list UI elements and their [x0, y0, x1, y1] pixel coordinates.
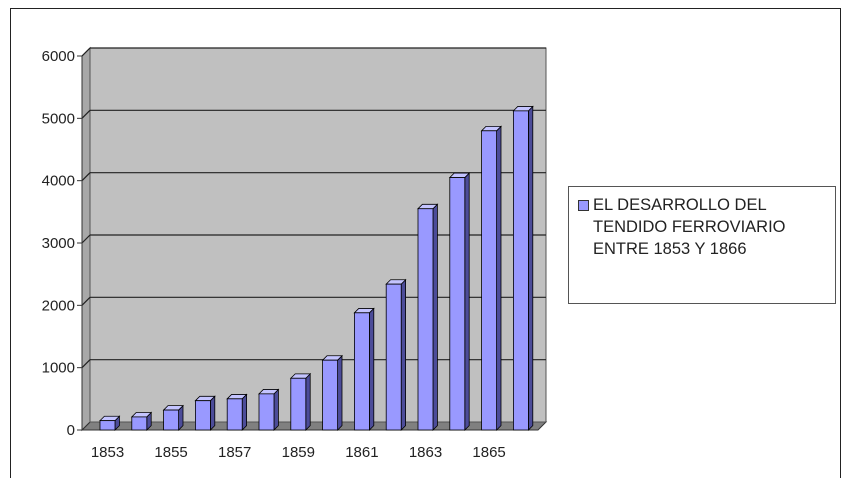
- bar-1855: [162, 404, 184, 431]
- bar-1863: [417, 203, 439, 431]
- bar-front: [353, 312, 370, 431]
- gridline-side: [81, 296, 91, 306]
- y-tick-label: 4000: [42, 173, 75, 190]
- bar-side: [400, 278, 407, 431]
- y-tick-label: 5000: [42, 110, 75, 127]
- plot-area: [80, 46, 548, 432]
- bar-side: [273, 388, 279, 431]
- y-tick-label: 2000: [42, 297, 75, 314]
- plot-floor: [80, 421, 548, 431]
- y-tick-label: 3000: [42, 235, 75, 252]
- bar-1858: [258, 388, 280, 431]
- bar-1866: [512, 105, 534, 431]
- x-tick-label: 1853: [91, 444, 124, 461]
- bar-front: [226, 398, 243, 431]
- y-tick-label: 1000: [42, 360, 75, 377]
- bar-front: [163, 409, 180, 431]
- gridline-side: [81, 47, 91, 57]
- x-tick-label: 1859: [282, 444, 315, 461]
- bar-front: [322, 359, 339, 431]
- x-tick-label: 1863: [409, 444, 442, 461]
- x-tick-label: 1865: [472, 444, 505, 461]
- bar-front: [385, 283, 402, 431]
- bar-front: [481, 130, 498, 431]
- bar-1864: [448, 172, 471, 431]
- bar-side: [464, 172, 470, 431]
- bar-1865: [480, 125, 502, 431]
- x-tick-label: 1855: [154, 444, 187, 461]
- bar-1861: [353, 307, 375, 431]
- bar-side: [241, 393, 248, 431]
- gridline-side: [81, 234, 91, 244]
- bar-1860: [321, 354, 343, 431]
- bar-side: [209, 395, 216, 431]
- bar-1856: [194, 395, 216, 431]
- bar-front: [449, 177, 466, 431]
- bar-front: [131, 416, 148, 431]
- bar-side: [337, 354, 343, 431]
- bar-1854: [130, 411, 153, 431]
- bars: [99, 105, 534, 431]
- bar-1859: [289, 372, 312, 431]
- y-tick-label: 6000: [42, 48, 75, 65]
- gridline-side: [81, 359, 91, 369]
- bar-1853: [99, 415, 121, 431]
- bar-side: [432, 203, 438, 431]
- bar-1862: [385, 278, 407, 431]
- chart-frame: [10, 8, 841, 478]
- x-tick-label: 1857: [218, 444, 251, 461]
- gridline-side: [81, 109, 91, 119]
- gridline-side: [81, 172, 91, 182]
- y-axis: 0 1000 2000 3000 4000 5000 6000: [42, 48, 83, 439]
- x-tick-label: 1861: [345, 444, 378, 461]
- gridlines: [81, 47, 546, 369]
- bar-side: [528, 105, 534, 431]
- x-axis: 1853 1855 1857 1859 1861 1863 1865: [82, 429, 538, 461]
- legend: EL DESARROLLO DEL TENDIDO FERROVIARIO EN…: [568, 186, 836, 304]
- bar-front: [99, 420, 116, 431]
- bar-front: [290, 377, 307, 431]
- bar-front: [258, 393, 275, 431]
- bar-side: [305, 372, 311, 431]
- bar-front: [417, 208, 434, 431]
- bar-side: [368, 307, 375, 431]
- bar-side: [496, 125, 502, 431]
- y-tick-label: 0: [67, 422, 75, 439]
- legend-label: EL DESARROLLO DEL TENDIDO FERROVIARIO EN…: [593, 196, 786, 258]
- bar-1857: [226, 393, 248, 431]
- bar-front: [194, 400, 211, 431]
- bar-front: [513, 110, 529, 431]
- legend-swatch: [578, 200, 589, 211]
